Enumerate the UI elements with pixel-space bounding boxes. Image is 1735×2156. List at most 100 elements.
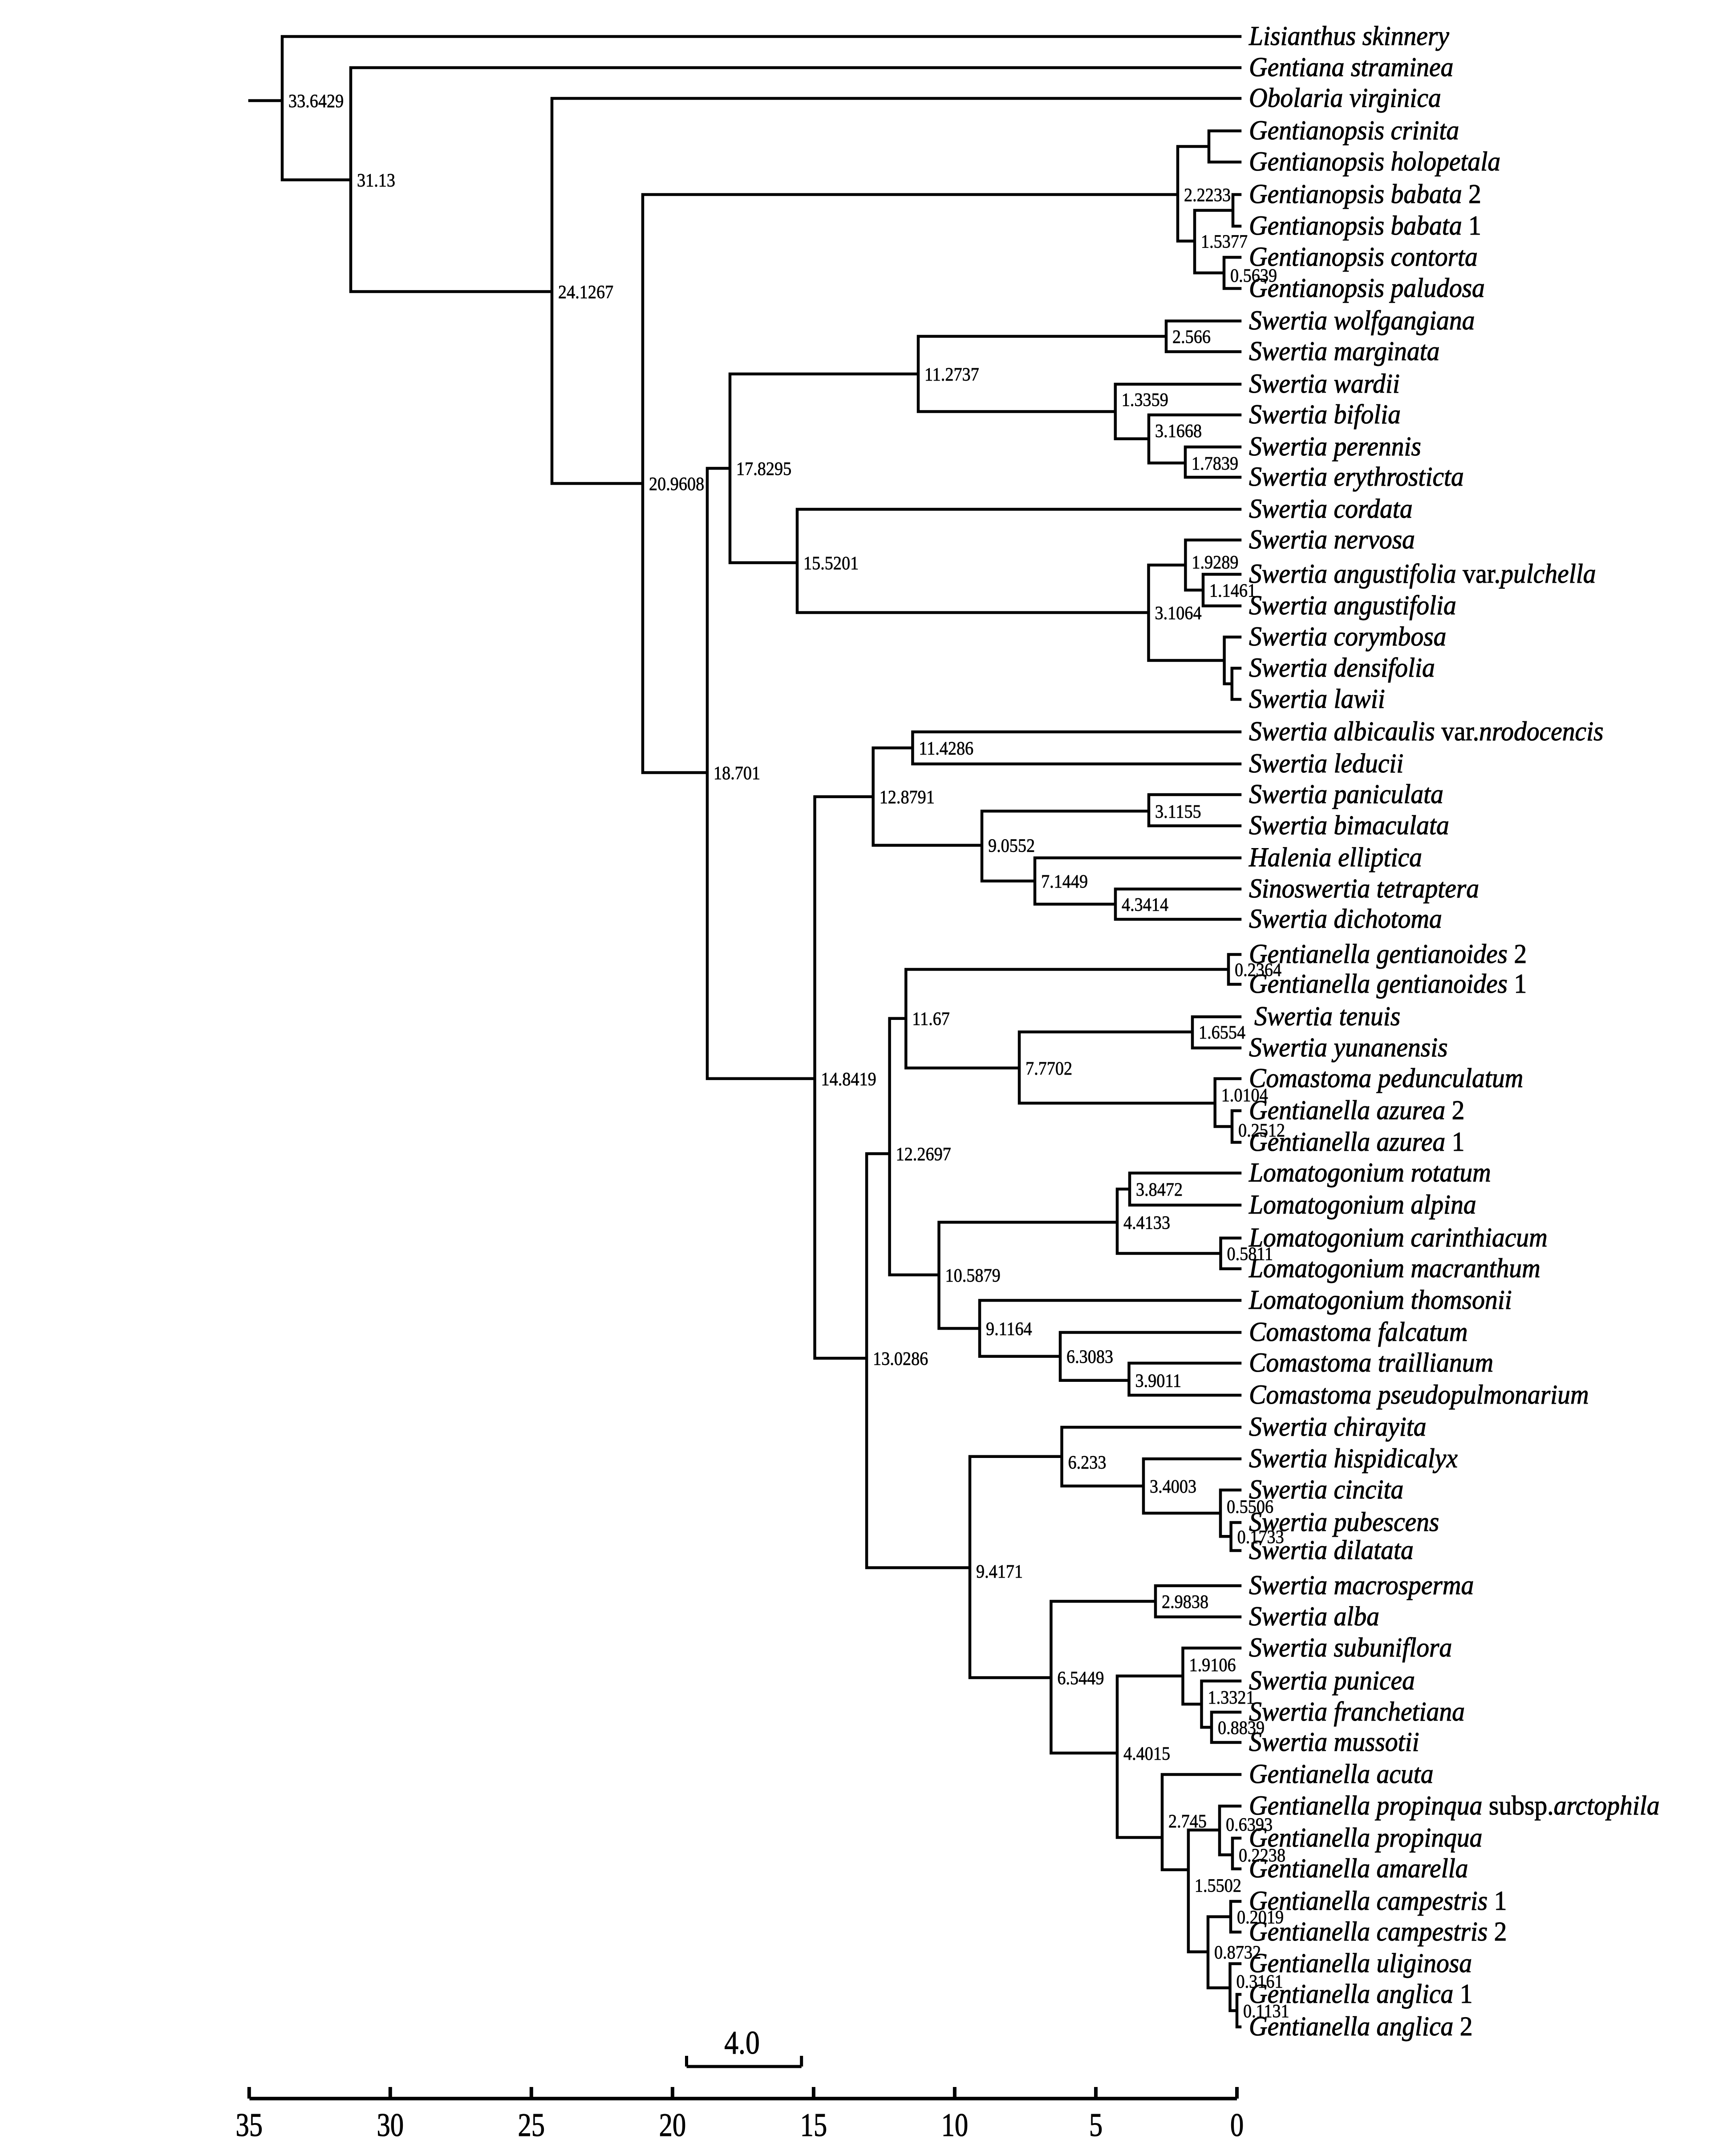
svg-text:0.2019: 0.2019 [1237, 1907, 1284, 1928]
svg-text:20: 20 [659, 2107, 686, 2143]
svg-text:Gentianella anglica 2: Gentianella anglica 2 [1249, 2011, 1473, 2042]
svg-text:0.1131: 0.1131 [1243, 2001, 1289, 2022]
svg-text:31.13: 31.13 [357, 170, 395, 191]
svg-text:15.5201: 15.5201 [803, 552, 859, 573]
svg-text:Lomatogonium macranthum: Lomatogonium macranthum [1249, 1253, 1540, 1283]
svg-text:Gentianella uliginosa: Gentianella uliginosa [1249, 1948, 1472, 1978]
svg-text:Swertia marginata: Swertia marginata [1249, 336, 1439, 366]
svg-text:18.701: 18.701 [713, 763, 760, 784]
svg-text:Swertia dichotoma: Swertia dichotoma [1249, 904, 1442, 934]
svg-text:Lisianthus skinnery: Lisianthus skinnery [1249, 21, 1449, 51]
svg-text:9.1164: 9.1164 [986, 1318, 1032, 1339]
svg-text:Gentianopsis contorta: Gentianopsis contorta [1249, 242, 1478, 272]
svg-text:Swertia albicaulis var.nrodoce: Swertia albicaulis var.nrodocencis [1249, 716, 1604, 747]
svg-text:3.1668: 3.1668 [1155, 420, 1202, 441]
svg-text:Swertia bifolia: Swertia bifolia [1249, 399, 1401, 430]
svg-text:33.6429: 33.6429 [288, 90, 344, 111]
svg-text:1.9106: 1.9106 [1189, 1654, 1236, 1675]
svg-text:1.5377: 1.5377 [1201, 231, 1248, 252]
svg-text:Swertia hispidicalyx: Swertia hispidicalyx [1249, 1443, 1458, 1474]
svg-text:Gentianella gentianoides 2: Gentianella gentianoides 2 [1249, 939, 1527, 969]
svg-text:30: 30 [377, 2107, 404, 2143]
svg-text:4.0: 4.0 [724, 2025, 760, 2061]
svg-text:35: 35 [235, 2107, 263, 2143]
svg-text:Gentianella anglica 1: Gentianella anglica 1 [1249, 1979, 1473, 2009]
svg-text:12.8791: 12.8791 [880, 787, 935, 808]
svg-text:0.2238: 0.2238 [1239, 1845, 1285, 1866]
svg-text:1.9289: 1.9289 [1192, 552, 1238, 572]
svg-text:Halenia elliptica: Halenia elliptica [1249, 842, 1422, 873]
svg-text:Gentianopsis babata 1: Gentianopsis babata 1 [1249, 211, 1481, 241]
svg-text:2.2233: 2.2233 [1184, 184, 1231, 205]
svg-text:1.7839: 1.7839 [1192, 453, 1238, 474]
svg-text:Swertia dilatata: Swertia dilatata [1249, 1535, 1414, 1565]
svg-text:Lomatogonium thomsonii: Lomatogonium thomsonii [1249, 1285, 1512, 1315]
svg-text:4.3414: 4.3414 [1122, 894, 1168, 915]
svg-text:Swertia perennis: Swertia perennis [1249, 431, 1421, 462]
svg-text:Swertia paniculata: Swertia paniculata [1249, 779, 1443, 809]
svg-text:Gentianella propinqua subsp.ar: Gentianella propinqua subsp.arctophila [1249, 1791, 1660, 1821]
svg-text:9.4171: 9.4171 [976, 1561, 1023, 1582]
svg-text:2.745: 2.745 [1168, 1811, 1207, 1831]
svg-text:Gentianella azurea 1: Gentianella azurea 1 [1249, 1127, 1464, 1157]
svg-text:0.3161: 0.3161 [1236, 1971, 1283, 1992]
svg-text:1.1461: 1.1461 [1209, 580, 1256, 601]
svg-text:Swertia yunanensis: Swertia yunanensis [1249, 1032, 1448, 1063]
svg-text:0.2364: 0.2364 [1235, 959, 1281, 980]
svg-text:Gentiana straminea: Gentiana straminea [1249, 52, 1453, 82]
svg-text:Obolaria virginica: Obolaria virginica [1249, 83, 1441, 113]
svg-text:Gentianopsis paludosa: Gentianopsis paludosa [1249, 273, 1485, 303]
svg-text:3.4003: 3.4003 [1150, 1476, 1196, 1497]
svg-text:Gentianella acuta: Gentianella acuta [1249, 1759, 1434, 1789]
svg-text:Gentianopsis crinita: Gentianopsis crinita [1249, 115, 1459, 146]
svg-text:11.67: 11.67 [912, 1008, 950, 1029]
svg-text:Swertia angustifolia var.pulch: Swertia angustifolia var.pulchella [1249, 559, 1596, 589]
svg-text:Lomatogonium rotatum: Lomatogonium rotatum [1249, 1157, 1491, 1188]
svg-text:Swertia mussotii: Swertia mussotii [1249, 1727, 1419, 1757]
svg-text:Swertia cordata: Swertia cordata [1249, 494, 1413, 524]
svg-text:2.566: 2.566 [1172, 326, 1211, 347]
svg-text:Swertia macrosperma: Swertia macrosperma [1249, 1570, 1474, 1600]
svg-text:Swertia corymbosa: Swertia corymbosa [1249, 621, 1446, 652]
svg-text:0.5506: 0.5506 [1227, 1496, 1273, 1517]
svg-text:0.2512: 0.2512 [1238, 1120, 1285, 1141]
svg-text:13.0286: 13.0286 [873, 1348, 928, 1369]
svg-text:Lomatogonium alpina: Lomatogonium alpina [1249, 1190, 1476, 1220]
svg-text:0.5639: 0.5639 [1230, 265, 1277, 286]
svg-text:Swertia franchetiana: Swertia franchetiana [1249, 1697, 1465, 1727]
svg-text:Swertia angustifolia: Swertia angustifolia [1249, 590, 1456, 621]
svg-text:6.233: 6.233 [1068, 1452, 1107, 1473]
svg-text:7.7702: 7.7702 [1026, 1058, 1072, 1079]
svg-text:Swertia subuniflora: Swertia subuniflora [1249, 1632, 1452, 1663]
svg-text:17.8295: 17.8295 [736, 458, 791, 479]
svg-text:10.5879: 10.5879 [945, 1265, 1001, 1286]
svg-text:9.0552: 9.0552 [988, 835, 1035, 856]
svg-text:11.2737: 11.2737 [924, 364, 979, 385]
svg-text:Gentianella campestris 2: Gentianella campestris 2 [1249, 1916, 1507, 1947]
svg-text:Comastoma pedunculatum: Comastoma pedunculatum [1249, 1063, 1523, 1093]
svg-text:1.3321: 1.3321 [1208, 1687, 1255, 1708]
svg-text:7.1449: 7.1449 [1041, 871, 1088, 892]
svg-text:25: 25 [518, 2107, 545, 2143]
svg-text:4.4015: 4.4015 [1123, 1743, 1170, 1764]
svg-text:5: 5 [1089, 2107, 1103, 2143]
svg-text:0.5811: 0.5811 [1227, 1243, 1273, 1264]
svg-text:Sinoswertia tetraptera: Sinoswertia tetraptera [1249, 873, 1479, 904]
svg-text:20.9608: 20.9608 [649, 473, 704, 494]
svg-text:Swertia erythrosticta: Swertia erythrosticta [1249, 462, 1464, 492]
svg-text:2.9838: 2.9838 [1162, 1591, 1208, 1612]
svg-text:Swertia cincita: Swertia cincita [1249, 1474, 1403, 1505]
svg-text:Swertia leducii: Swertia leducii [1249, 748, 1403, 779]
svg-text:1.3359: 1.3359 [1122, 389, 1168, 410]
svg-text:24.1267: 24.1267 [558, 281, 613, 302]
svg-text:Swertia densifolia: Swertia densifolia [1249, 653, 1435, 683]
svg-text:Swertia pubescens: Swertia pubescens [1249, 1507, 1439, 1537]
svg-text:14.8419: 14.8419 [821, 1068, 876, 1089]
svg-text:1.5502: 1.5502 [1195, 1875, 1241, 1896]
svg-text:3.8472: 3.8472 [1136, 1179, 1183, 1200]
svg-text:Gentianella amarella: Gentianella amarella [1249, 1853, 1468, 1884]
svg-text:3.1064: 3.1064 [1155, 602, 1202, 623]
svg-text:Swertia bimaculata: Swertia bimaculata [1249, 810, 1449, 840]
svg-text:0: 0 [1230, 2107, 1244, 2143]
svg-text:Gentianopsis babata 2: Gentianopsis babata 2 [1249, 179, 1481, 209]
